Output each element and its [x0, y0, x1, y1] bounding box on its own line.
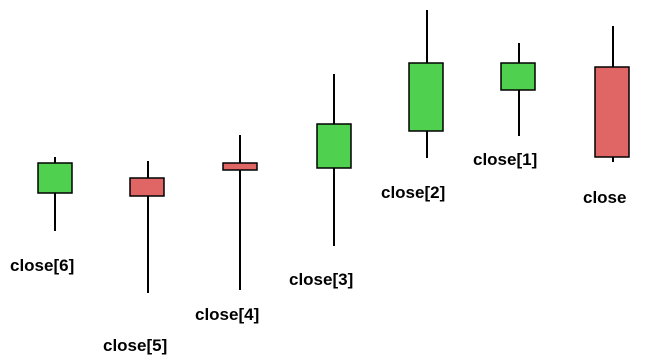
candle-body — [222, 162, 258, 171]
candle-close-3: close[3] — [289, 74, 353, 289]
candle-body — [500, 62, 536, 91]
candle-label: close[3] — [289, 270, 353, 289]
candle-label: close[6] — [10, 256, 74, 275]
candle-label: close — [583, 188, 626, 207]
candle-body — [594, 66, 630, 158]
candle-close-6: close[6] — [10, 157, 74, 275]
candle-label: close[2] — [381, 183, 445, 202]
candle-body — [408, 62, 444, 132]
candle-close-1: close[1] — [473, 43, 537, 169]
candle-label: close[4] — [195, 305, 259, 324]
candle-body — [37, 162, 73, 194]
candle-label: close[1] — [473, 150, 537, 169]
candle-body — [129, 177, 165, 197]
candle-close-2: close[2] — [381, 10, 445, 202]
candle-close-0: close — [583, 26, 630, 207]
candle-label: close[5] — [103, 336, 167, 355]
candle-close-5: close[5] — [103, 161, 167, 355]
candle-close-4: close[4] — [195, 135, 259, 324]
candle-body — [316, 123, 352, 169]
